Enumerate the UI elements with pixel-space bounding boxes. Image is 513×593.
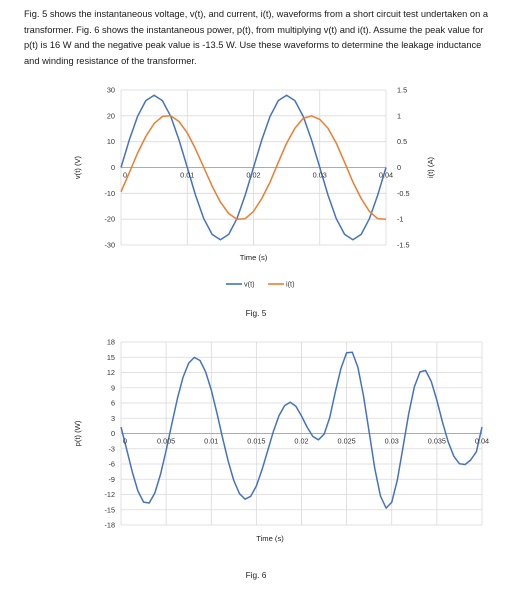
fig5-y-left-tick-label: -30 <box>104 241 115 250</box>
fig6-y-tick-label: 3 <box>111 414 115 423</box>
fig6-x-tick-label: 0.005 <box>157 437 175 446</box>
fig6-x-tick-label: 0.04 <box>475 437 489 446</box>
fig6-x-tick-label: 0.025 <box>337 437 355 446</box>
fig5-y-left-tick-label: 30 <box>107 86 115 95</box>
fig5-y-right-tick-label: -0.5 <box>397 189 410 198</box>
fig5-y-left-tick-label: 20 <box>107 111 115 120</box>
fig5-y-left-axis-label: v(t) (V) <box>73 155 82 179</box>
fig5-series-current-line <box>120 115 387 220</box>
fig5-legend-label-current: i(t) <box>286 280 295 289</box>
fig6-x-tick-label: 0 <box>123 437 127 446</box>
fig5-series-voltage-line <box>120 94 387 241</box>
fig6-x-tick-label: 0.01 <box>204 437 218 446</box>
fig6-x-tick-label: 0.03 <box>385 437 399 446</box>
fig6-y-tick-label: 18 <box>107 338 115 347</box>
fig6-y-axis-label: p(t) (W) <box>73 420 82 446</box>
fig5-x-tick-label: 0.02 <box>246 171 260 180</box>
fig5-y-right-tick-label: 0 <box>397 163 401 172</box>
fig5-chart: 30 20 10 0 -10 -20 -30 1.5 1 0.5 0 -0.5 -1 -1.5 0 0.01 0… <box>73 86 435 319</box>
fig5-x-axis-label: Time (s) <box>240 253 268 262</box>
fig5-x-tick-label: 0.01 <box>180 171 194 180</box>
fig5-y-left-tick-label: -10 <box>104 189 115 198</box>
fig6-y-tick-label: -9 <box>109 475 116 484</box>
fig5-y-right-tick-label: 0.5 <box>397 137 407 146</box>
fig5-y-right-tick-label: 1.5 <box>397 86 407 95</box>
fig6-y-tick-label: -12 <box>104 490 115 499</box>
fig6-y-tick-label: 9 <box>111 383 115 392</box>
fig5-x-tick-label: 0 <box>123 171 127 180</box>
fig6-y-tick-label: -3 <box>109 444 116 453</box>
fig5-caption: Fig. 5 <box>246 308 267 318</box>
fig6-y-tick-label: -18 <box>104 521 115 530</box>
fig6-x-tick-label: 0.035 <box>428 437 446 446</box>
fig5-x-tick-label: 0.03 <box>313 171 327 180</box>
fig6-y-tick-label: -15 <box>104 505 115 514</box>
fig5-y-right-tick-label: -1.5 <box>397 241 410 250</box>
fig6-chart: 18 15 12 9 6 3 0 -3 -6 -9 -12 -15 -18 0 0.005 0.01 0.015… <box>73 338 489 581</box>
fig5-y-left-tick-label: 0 <box>111 163 115 172</box>
fig6-y-tick-label: -6 <box>109 460 116 469</box>
fig5-y-right-tick-label: -1 <box>397 215 404 224</box>
fig6-y-tick-label: 6 <box>111 399 115 408</box>
fig5-y-right-axis-label: i(t) (A) <box>426 156 435 178</box>
fig6-x-tick-label: 0.02 <box>294 437 308 446</box>
fig5-x-tick-label: 0.04 <box>379 171 393 180</box>
fig5-y-left-tick-label: -20 <box>104 215 115 224</box>
fig6-y-tick-label: 15 <box>107 353 115 362</box>
fig6-x-axis-label: Time (s) <box>256 534 284 543</box>
fig6-y-tick-label: 12 <box>107 368 115 377</box>
fig6-caption: Fig. 6 <box>246 570 267 580</box>
problem-statement: Fig. 5 shows the instantaneous voltage, … <box>24 9 489 66</box>
fig6-x-tick-label: 0.015 <box>247 437 265 446</box>
fig5-y-left-tick-label: 10 <box>107 137 115 146</box>
fig5-legend-label-voltage: v(t) <box>244 280 255 289</box>
fig6-y-tick-label: 0 <box>111 429 115 438</box>
fig5-y-right-tick-label: 1 <box>397 111 401 120</box>
fig6-series-power-line <box>120 351 483 509</box>
